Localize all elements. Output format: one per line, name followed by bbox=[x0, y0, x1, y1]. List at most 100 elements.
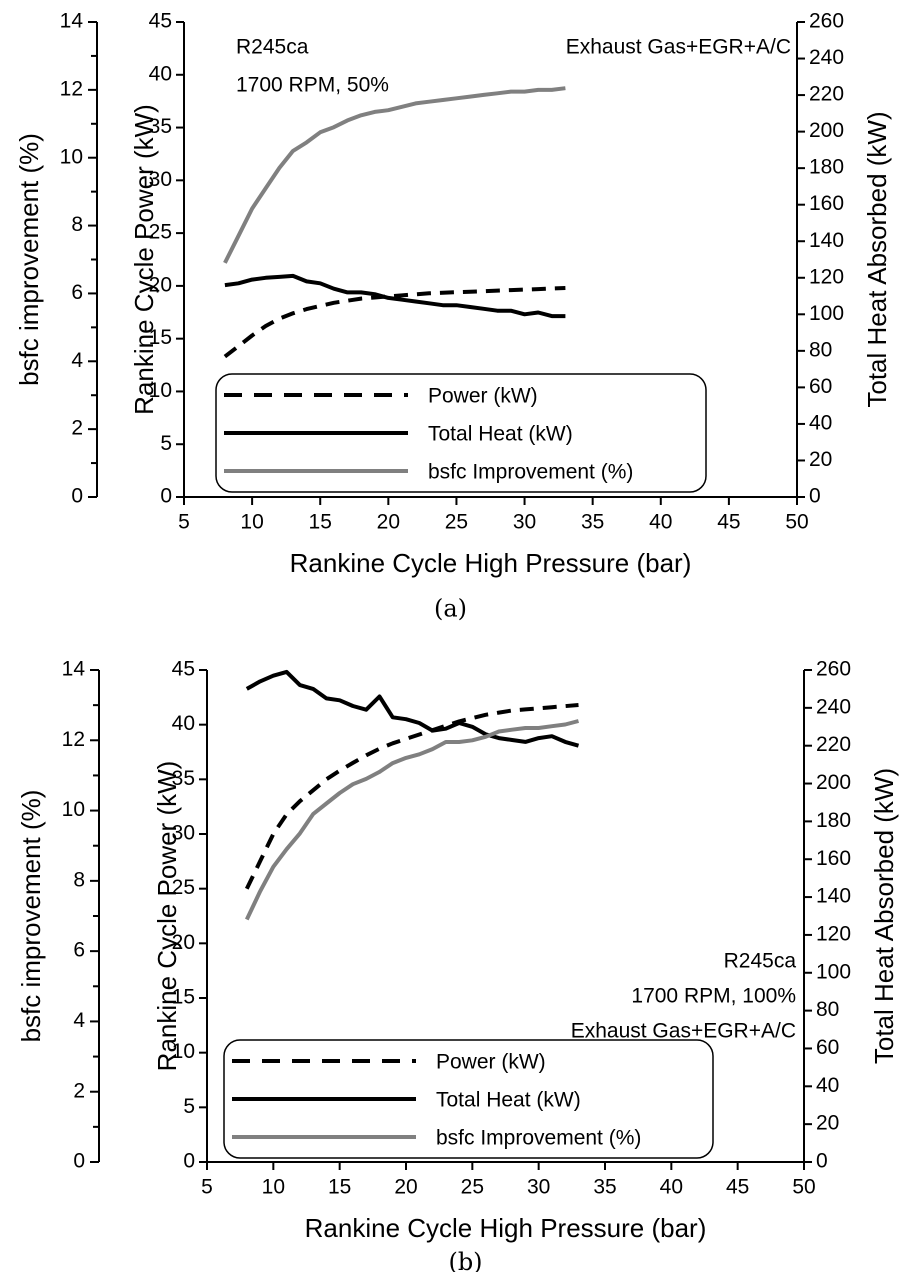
bsfc-line bbox=[244, 719, 580, 921]
x-tick-label: 50 bbox=[792, 1176, 815, 1199]
y2-tick-label: 120 bbox=[816, 922, 851, 945]
legend-box bbox=[223, 1039, 714, 1159]
y-axis-title: Rankine Cycle Power (kW) bbox=[152, 761, 182, 1072]
total-heat-line bbox=[245, 669, 580, 748]
y2-tick-label: 100 bbox=[809, 302, 844, 325]
y2-tick-label: 220 bbox=[816, 733, 851, 756]
y2-tick-label: 40 bbox=[816, 1074, 839, 1097]
y2-tick-label: 240 bbox=[816, 695, 851, 718]
y2-tick-label: 20 bbox=[809, 448, 832, 471]
legend-label: bsfc Improvement (%) bbox=[436, 1127, 641, 1150]
x-tick-label: 45 bbox=[726, 1176, 749, 1199]
y-tick-label: 10 bbox=[149, 379, 172, 402]
y2-tick-label: 80 bbox=[816, 998, 839, 1021]
y2-tick-label: 160 bbox=[816, 847, 851, 870]
y3-tick-label: 0 bbox=[73, 1150, 85, 1173]
y2-axis-title: Total Heat Absorbed (kW) bbox=[869, 768, 899, 1064]
y2-tick-label: 0 bbox=[816, 1150, 828, 1173]
y3-tick-label: 8 bbox=[71, 213, 83, 236]
power-line bbox=[245, 703, 579, 890]
y3-tick-label: 12 bbox=[62, 728, 85, 751]
x-tick-label: 20 bbox=[394, 1176, 417, 1199]
x-tick-label: 45 bbox=[717, 511, 740, 534]
y-tick-label: 40 bbox=[172, 712, 195, 735]
y3-tick-label: 10 bbox=[62, 798, 85, 821]
annotation-sources: Exhaust Gas+EGR+A/C bbox=[566, 36, 791, 59]
power-line bbox=[223, 286, 566, 359]
chart-b: 5 10 15 20 25 30 35 40 45 50051015202530354045020… bbox=[16, 658, 899, 1272]
y-tick-label: 20 bbox=[172, 931, 195, 954]
legend-label: Power (kW) bbox=[436, 1051, 546, 1074]
y-tick-label: 30 bbox=[172, 822, 195, 845]
x-tick-label: 35 bbox=[581, 511, 604, 534]
y3-axis-title: bsfc improvement (%) bbox=[14, 133, 44, 386]
y-tick-label: 45 bbox=[149, 10, 172, 33]
chart-a: 5 10 15 20 25 30 35 40 45 50051015202530354045020… bbox=[14, 10, 892, 623]
legend-label: Power (kW) bbox=[428, 385, 538, 408]
annotation-condition: 1700 RPM, 50% bbox=[236, 74, 389, 97]
y-tick-label: 15 bbox=[172, 986, 195, 1009]
y2-tick-label: 260 bbox=[816, 658, 851, 681]
y2-tick-label: 200 bbox=[809, 119, 844, 142]
y-tick-label: 5 bbox=[183, 1095, 195, 1118]
y3-axis-title: bsfc improvement (%) bbox=[16, 790, 46, 1043]
y2-tick-label: 180 bbox=[809, 156, 844, 179]
x-tick-label: 40 bbox=[660, 1176, 683, 1199]
y-tick-label: 35 bbox=[149, 115, 172, 138]
y3-tick-label: 10 bbox=[60, 145, 83, 168]
x-tick-label: 5 bbox=[178, 511, 190, 534]
y3-tick-label: 2 bbox=[71, 417, 83, 440]
y3-tick-label: 14 bbox=[62, 658, 86, 681]
y2-tick-label: 80 bbox=[809, 338, 832, 361]
annotation-fluid: R245ca bbox=[236, 36, 309, 59]
x-tick-label: 40 bbox=[649, 511, 672, 534]
y2-tick-label: 120 bbox=[809, 265, 844, 288]
bsfc-line bbox=[223, 86, 566, 264]
y2-tick-label: 240 bbox=[809, 46, 844, 69]
y2-tick-label: 20 bbox=[816, 1112, 839, 1135]
y2-axis-title: Total Heat Absorbed (kW) bbox=[862, 111, 892, 407]
y-tick-label: 10 bbox=[172, 1040, 195, 1063]
y2-tick-label: 220 bbox=[809, 83, 844, 106]
x-tick-label: 50 bbox=[785, 511, 808, 534]
legend-label: Total Heat (kW) bbox=[436, 1089, 581, 1112]
annotation-fluid: R245ca bbox=[724, 950, 797, 973]
x-tick-label: 20 bbox=[377, 511, 400, 534]
y2-tick-label: 40 bbox=[809, 411, 832, 434]
annotation-sources: Exhaust Gas+EGR+A/C bbox=[571, 1020, 796, 1043]
y-tick-label: 40 bbox=[149, 62, 172, 85]
y3-tick-label: 12 bbox=[60, 77, 83, 100]
x-axis-title: Rankine Cycle High Pressure (bar) bbox=[290, 548, 692, 578]
y-tick-label: 20 bbox=[149, 273, 172, 296]
legend-label: Total Heat (kW) bbox=[428, 423, 573, 446]
y2-tick-label: 0 bbox=[809, 485, 821, 508]
figure-caption: (b) bbox=[448, 1248, 482, 1272]
x-tick-label: 10 bbox=[262, 1176, 285, 1199]
y3-tick-label: 6 bbox=[73, 939, 85, 962]
y3-tick-label: 14 bbox=[60, 10, 84, 33]
y2-tick-label: 60 bbox=[809, 375, 832, 398]
y3-tick-label: 8 bbox=[73, 868, 85, 891]
y-tick-label: 5 bbox=[160, 432, 172, 455]
y-tick-label: 25 bbox=[149, 221, 172, 244]
y-tick-label: 30 bbox=[149, 168, 172, 191]
y2-tick-label: 140 bbox=[809, 229, 844, 252]
legend-label: bsfc Improvement (%) bbox=[428, 461, 633, 484]
y3-tick-label: 4 bbox=[73, 1009, 85, 1032]
x-tick-label: 15 bbox=[328, 1176, 351, 1199]
y-tick-label: 15 bbox=[149, 326, 172, 349]
x-tick-label: 30 bbox=[527, 1176, 550, 1199]
legend-box bbox=[215, 373, 707, 493]
y-tick-label: 0 bbox=[160, 485, 172, 508]
x-tick-label: 25 bbox=[445, 511, 468, 534]
y2-tick-label: 260 bbox=[809, 10, 844, 33]
y2-tick-label: 200 bbox=[816, 771, 851, 794]
y3-tick-label: 6 bbox=[71, 281, 83, 304]
y3-tick-label: 2 bbox=[73, 1079, 85, 1102]
annotation-condition: 1700 RPM, 100% bbox=[631, 985, 796, 1008]
x-tick-label: 15 bbox=[309, 511, 332, 534]
y-tick-label: 0 bbox=[183, 1150, 195, 1173]
x-tick-label: 5 bbox=[201, 1176, 213, 1199]
y2-tick-label: 180 bbox=[816, 809, 851, 832]
y3-tick-label: 4 bbox=[71, 349, 83, 372]
